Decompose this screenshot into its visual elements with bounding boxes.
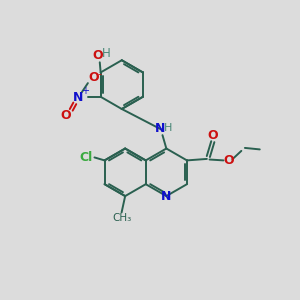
Text: O: O: [223, 154, 234, 167]
Text: N: N: [73, 91, 84, 104]
Text: O: O: [61, 109, 71, 122]
Text: N: N: [155, 122, 166, 135]
Text: +: +: [81, 86, 89, 96]
Text: -: -: [98, 69, 102, 79]
Text: Cl: Cl: [80, 151, 93, 164]
Text: H: H: [102, 47, 111, 60]
Text: O: O: [92, 49, 103, 62]
Text: N: N: [161, 190, 172, 202]
Text: H: H: [164, 123, 172, 133]
Text: O: O: [88, 71, 98, 84]
Text: CH₃: CH₃: [112, 213, 131, 223]
Text: O: O: [208, 129, 218, 142]
